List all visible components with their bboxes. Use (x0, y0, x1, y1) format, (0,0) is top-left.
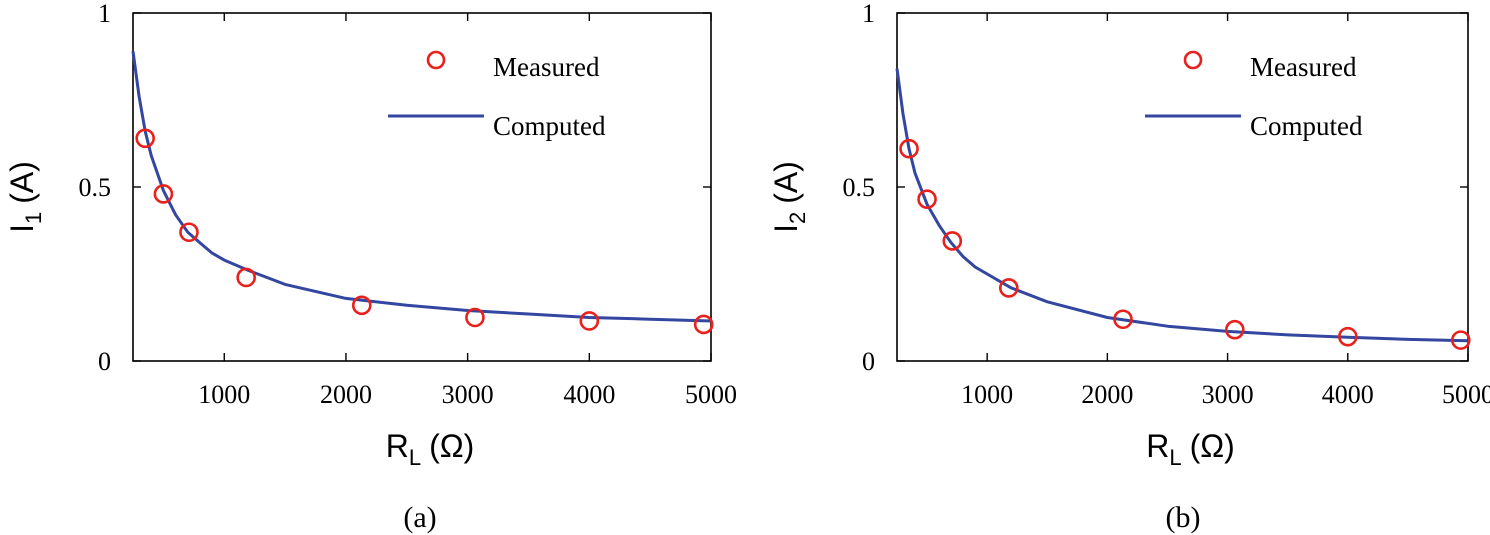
x-tick-label: 3000 (442, 380, 494, 409)
measured-point (153, 184, 174, 204)
y-tick-label: 0 (862, 347, 875, 376)
measured-point (179, 222, 199, 243)
x-tick-label: 4000 (563, 380, 615, 409)
y-axis-label-unit: (A) (768, 161, 804, 204)
y-tick-label: 1 (862, 0, 875, 28)
x-tick-labels-b: 1000 2000 3000 4000 5000 (961, 380, 1490, 409)
x-tick-label: 2000 (320, 380, 372, 409)
measured-point (1113, 309, 1133, 330)
y-tick-label: 0 (98, 347, 111, 376)
caption-a: (a) (403, 501, 436, 534)
plot-area-b (896, 12, 1469, 362)
x-tick-label: 4000 (1322, 380, 1374, 409)
x-axis-label-unit: (Ω) (429, 428, 474, 464)
x-axis-label-b: RL (Ω) (1146, 428, 1235, 470)
measured-point (351, 295, 372, 316)
y-tick-label: 0.5 (79, 173, 112, 202)
measured-point (917, 189, 937, 209)
tick-marks-a (133, 12, 712, 362)
y-axis-label-b: I2 (A) (768, 161, 810, 233)
x-axis-label-a: RL (Ω) (386, 428, 475, 470)
x-axis-label-sub: L (409, 445, 421, 470)
chart-panel-b: 1000 2000 3000 4000 5000 0 0.5 1 Measure… (768, 0, 1490, 534)
measured-point (693, 314, 714, 335)
x-axis-label-main: R (1146, 428, 1169, 464)
x-tick-labels-a: 1000 2000 3000 4000 5000 (198, 380, 737, 409)
y-axis-label-main: I (768, 224, 804, 233)
legend-marker-measured (426, 50, 446, 70)
measured-point (1224, 319, 1245, 340)
y-tick-label: 0.5 (843, 173, 876, 202)
tick-marks-b (897, 12, 1469, 362)
x-tick-label: 5000 (1442, 380, 1490, 409)
measured-point (998, 278, 1019, 298)
measured-point (942, 231, 963, 251)
legend-label-computed: Computed (493, 111, 606, 141)
measured-point (465, 307, 485, 328)
y-axis-label-unit: (A) (4, 161, 40, 204)
computed-line-a (131, 51, 712, 323)
legend-marker-measured (1183, 50, 1203, 70)
measured-markers-a (135, 128, 714, 335)
y-axis-label-main: I (4, 224, 40, 233)
y-axis-label-sub: 1 (21, 212, 46, 224)
legend-label-measured: Measured (493, 52, 600, 82)
y-axis-label-sub: 2 (785, 212, 810, 224)
chart-panel-a: 1000 2000 3000 4000 5000 0 0.5 1 Measure… (4, 0, 737, 534)
measured-point (236, 267, 256, 288)
y-tick-label: 1 (98, 0, 111, 28)
y-tick-labels-a: 0 0.5 1 (79, 0, 112, 376)
measured-point (135, 128, 155, 149)
legend-label-computed: Computed (1250, 111, 1363, 141)
legend-b: Measured Computed (1145, 50, 1363, 141)
measured-point (899, 138, 919, 159)
computed-line-b (895, 68, 1469, 343)
caption-b: (b) (1166, 501, 1201, 534)
x-tick-label: 2000 (1081, 380, 1133, 409)
x-tick-label: 1000 (961, 380, 1013, 409)
legend-a: Measured Computed (388, 50, 606, 141)
x-tick-label: 3000 (1202, 380, 1254, 409)
x-tick-label: 5000 (685, 380, 737, 409)
y-tick-labels-b: 0 0.5 1 (843, 0, 876, 376)
y-axis-label-a: I1 (A) (4, 161, 46, 233)
x-axis-label-unit: (Ω) (1190, 428, 1235, 464)
x-axis-label-sub: L (1169, 445, 1181, 470)
plot-area-a (132, 12, 712, 362)
x-tick-label: 1000 (198, 380, 250, 409)
measured-markers-b (899, 138, 1471, 350)
measured-point (1450, 330, 1471, 350)
measured-point (579, 311, 600, 331)
x-axis-label-main: R (386, 428, 409, 464)
measured-point (1337, 326, 1358, 347)
legend-label-measured: Measured (1250, 52, 1357, 82)
